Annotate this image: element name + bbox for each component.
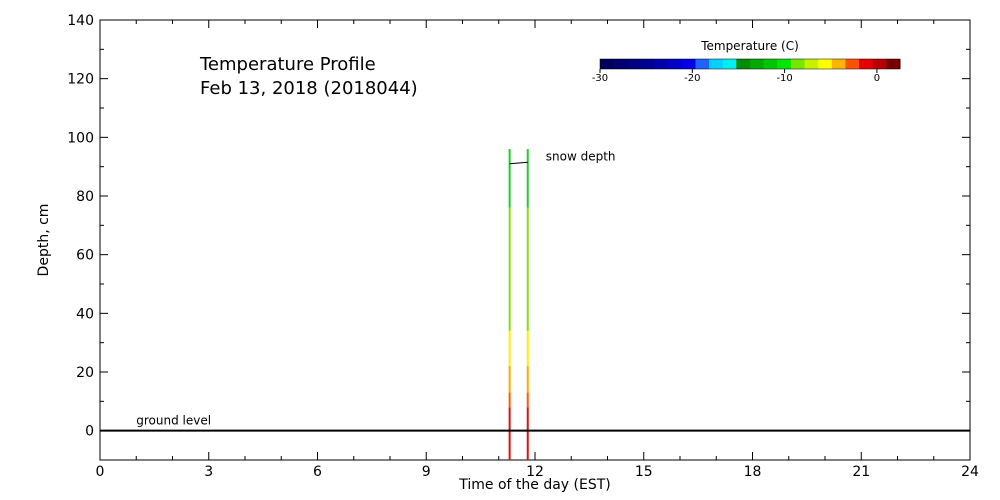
colorbar-tick-label: -10 (776, 73, 792, 84)
colorbar-cell (681, 59, 696, 69)
colorbar-cell (695, 59, 710, 69)
x-tick-label: 24 (961, 464, 979, 480)
y-tick-label: 80 (76, 189, 94, 205)
colorbar-cell (709, 59, 724, 69)
colorbar-cell (613, 59, 628, 69)
temperature-profiles (508, 149, 529, 460)
colorbar-cell (668, 59, 683, 69)
colorbar-cell (750, 59, 765, 69)
x-tick-label: 0 (96, 464, 105, 480)
colorbar-cell (845, 59, 860, 69)
snow-depth-label: snow depth (546, 149, 616, 163)
x-tick-label: 18 (744, 464, 762, 480)
y-tick-label: 140 (67, 13, 94, 29)
colorbar-title: Temperature (C) (700, 39, 799, 53)
colorbar-cell (736, 59, 751, 69)
y-tick-label: 20 (76, 365, 94, 381)
colorbar-cell (831, 59, 846, 69)
chart-subtitle: Feb 13, 2018 (2018044) (200, 78, 418, 99)
y-tick-label: 0 (85, 424, 94, 440)
colorbar-cell (859, 59, 874, 69)
y-tick-label: 60 (76, 248, 94, 264)
y-tick-label: 100 (67, 130, 94, 146)
colorbar-tick-label: -20 (684, 73, 700, 84)
ground-level-group: ground level (100, 414, 970, 432)
colorbar-frame (599, 58, 901, 70)
colorbar-cell (763, 59, 778, 69)
colorbar-tick-label: -30 (592, 73, 608, 84)
colorbar-cell (640, 59, 656, 69)
x-tick-label: 12 (526, 464, 544, 480)
colorbar-cell (790, 59, 806, 69)
snow-depth-line (509, 161, 528, 165)
colorbar-cell (804, 59, 819, 69)
x-tick-label: 15 (635, 464, 653, 480)
colorbar-cell (872, 59, 887, 69)
x-tick-label: 21 (852, 464, 870, 480)
x-axis-ticks: 0 3 6 9 12 15 18 21 24 (96, 20, 979, 480)
colorbar-tick-label: 0 (874, 73, 880, 84)
x-tick-label: 6 (313, 464, 322, 480)
colorbar-cell (818, 59, 833, 69)
chart-title: Temperature Profile (199, 54, 376, 75)
y-axis-label: Depth, cm (36, 204, 52, 277)
colorbar-cell (600, 59, 615, 69)
x-axis-label: Time of the day (EST) (458, 477, 611, 493)
y-tick-label: 40 (76, 306, 94, 322)
colorbar-cell (777, 59, 792, 69)
colorbar: Temperature (C) -30 -20 -10 0 (592, 39, 901, 84)
colorbar-cell (654, 59, 669, 69)
x-tick-label: 9 (422, 464, 431, 480)
ground-level-label: ground level (136, 414, 211, 428)
snow-depth-group: snow depth (509, 149, 616, 165)
colorbar-cell (886, 59, 901, 69)
y-axis-ticks: 0 20 40 60 80 100 120 140 (67, 13, 970, 461)
x-tick-label: 3 (204, 464, 213, 480)
colorbar-cell (722, 59, 737, 69)
y-tick-label: 120 (67, 72, 94, 88)
colorbar-cell (627, 59, 642, 69)
